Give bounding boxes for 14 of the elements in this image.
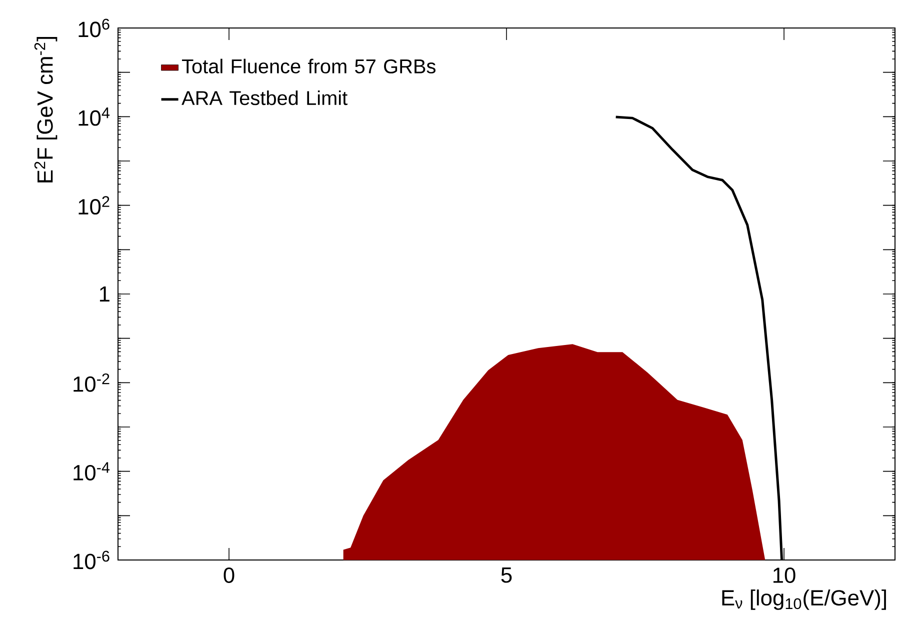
x-axis-title: E$_{ν}$ [log$_{10}$(E/GeV)]: [722, 590, 886, 610]
y-tick-label: 10$^{-4}$: [74, 462, 110, 480]
legend-label: Total Fluence from 57 GRBs: [182, 58, 436, 74]
x-tick-label: 5: [501, 568, 512, 583]
y-tick-label: 10$^{2}$: [78, 196, 110, 215]
legend-label: ARA Testbed Limit: [182, 90, 348, 106]
y-tick-label: 10$^{-2}$: [74, 373, 110, 392]
y-tick-label: 10$^{6}$: [78, 18, 110, 38]
x-tick-label: 10: [773, 568, 796, 584]
y-axis-title: E$^{2}$F [GeV cm$^{-2}$]: [34, 37, 58, 182]
x-tick-label: 0: [224, 568, 234, 584]
y-tick-label: 10$^{4}$: [78, 108, 110, 126]
y-tick-label: 1: [100, 286, 110, 302]
y-tick-label: 10$^{-6}$: [74, 550, 110, 570]
